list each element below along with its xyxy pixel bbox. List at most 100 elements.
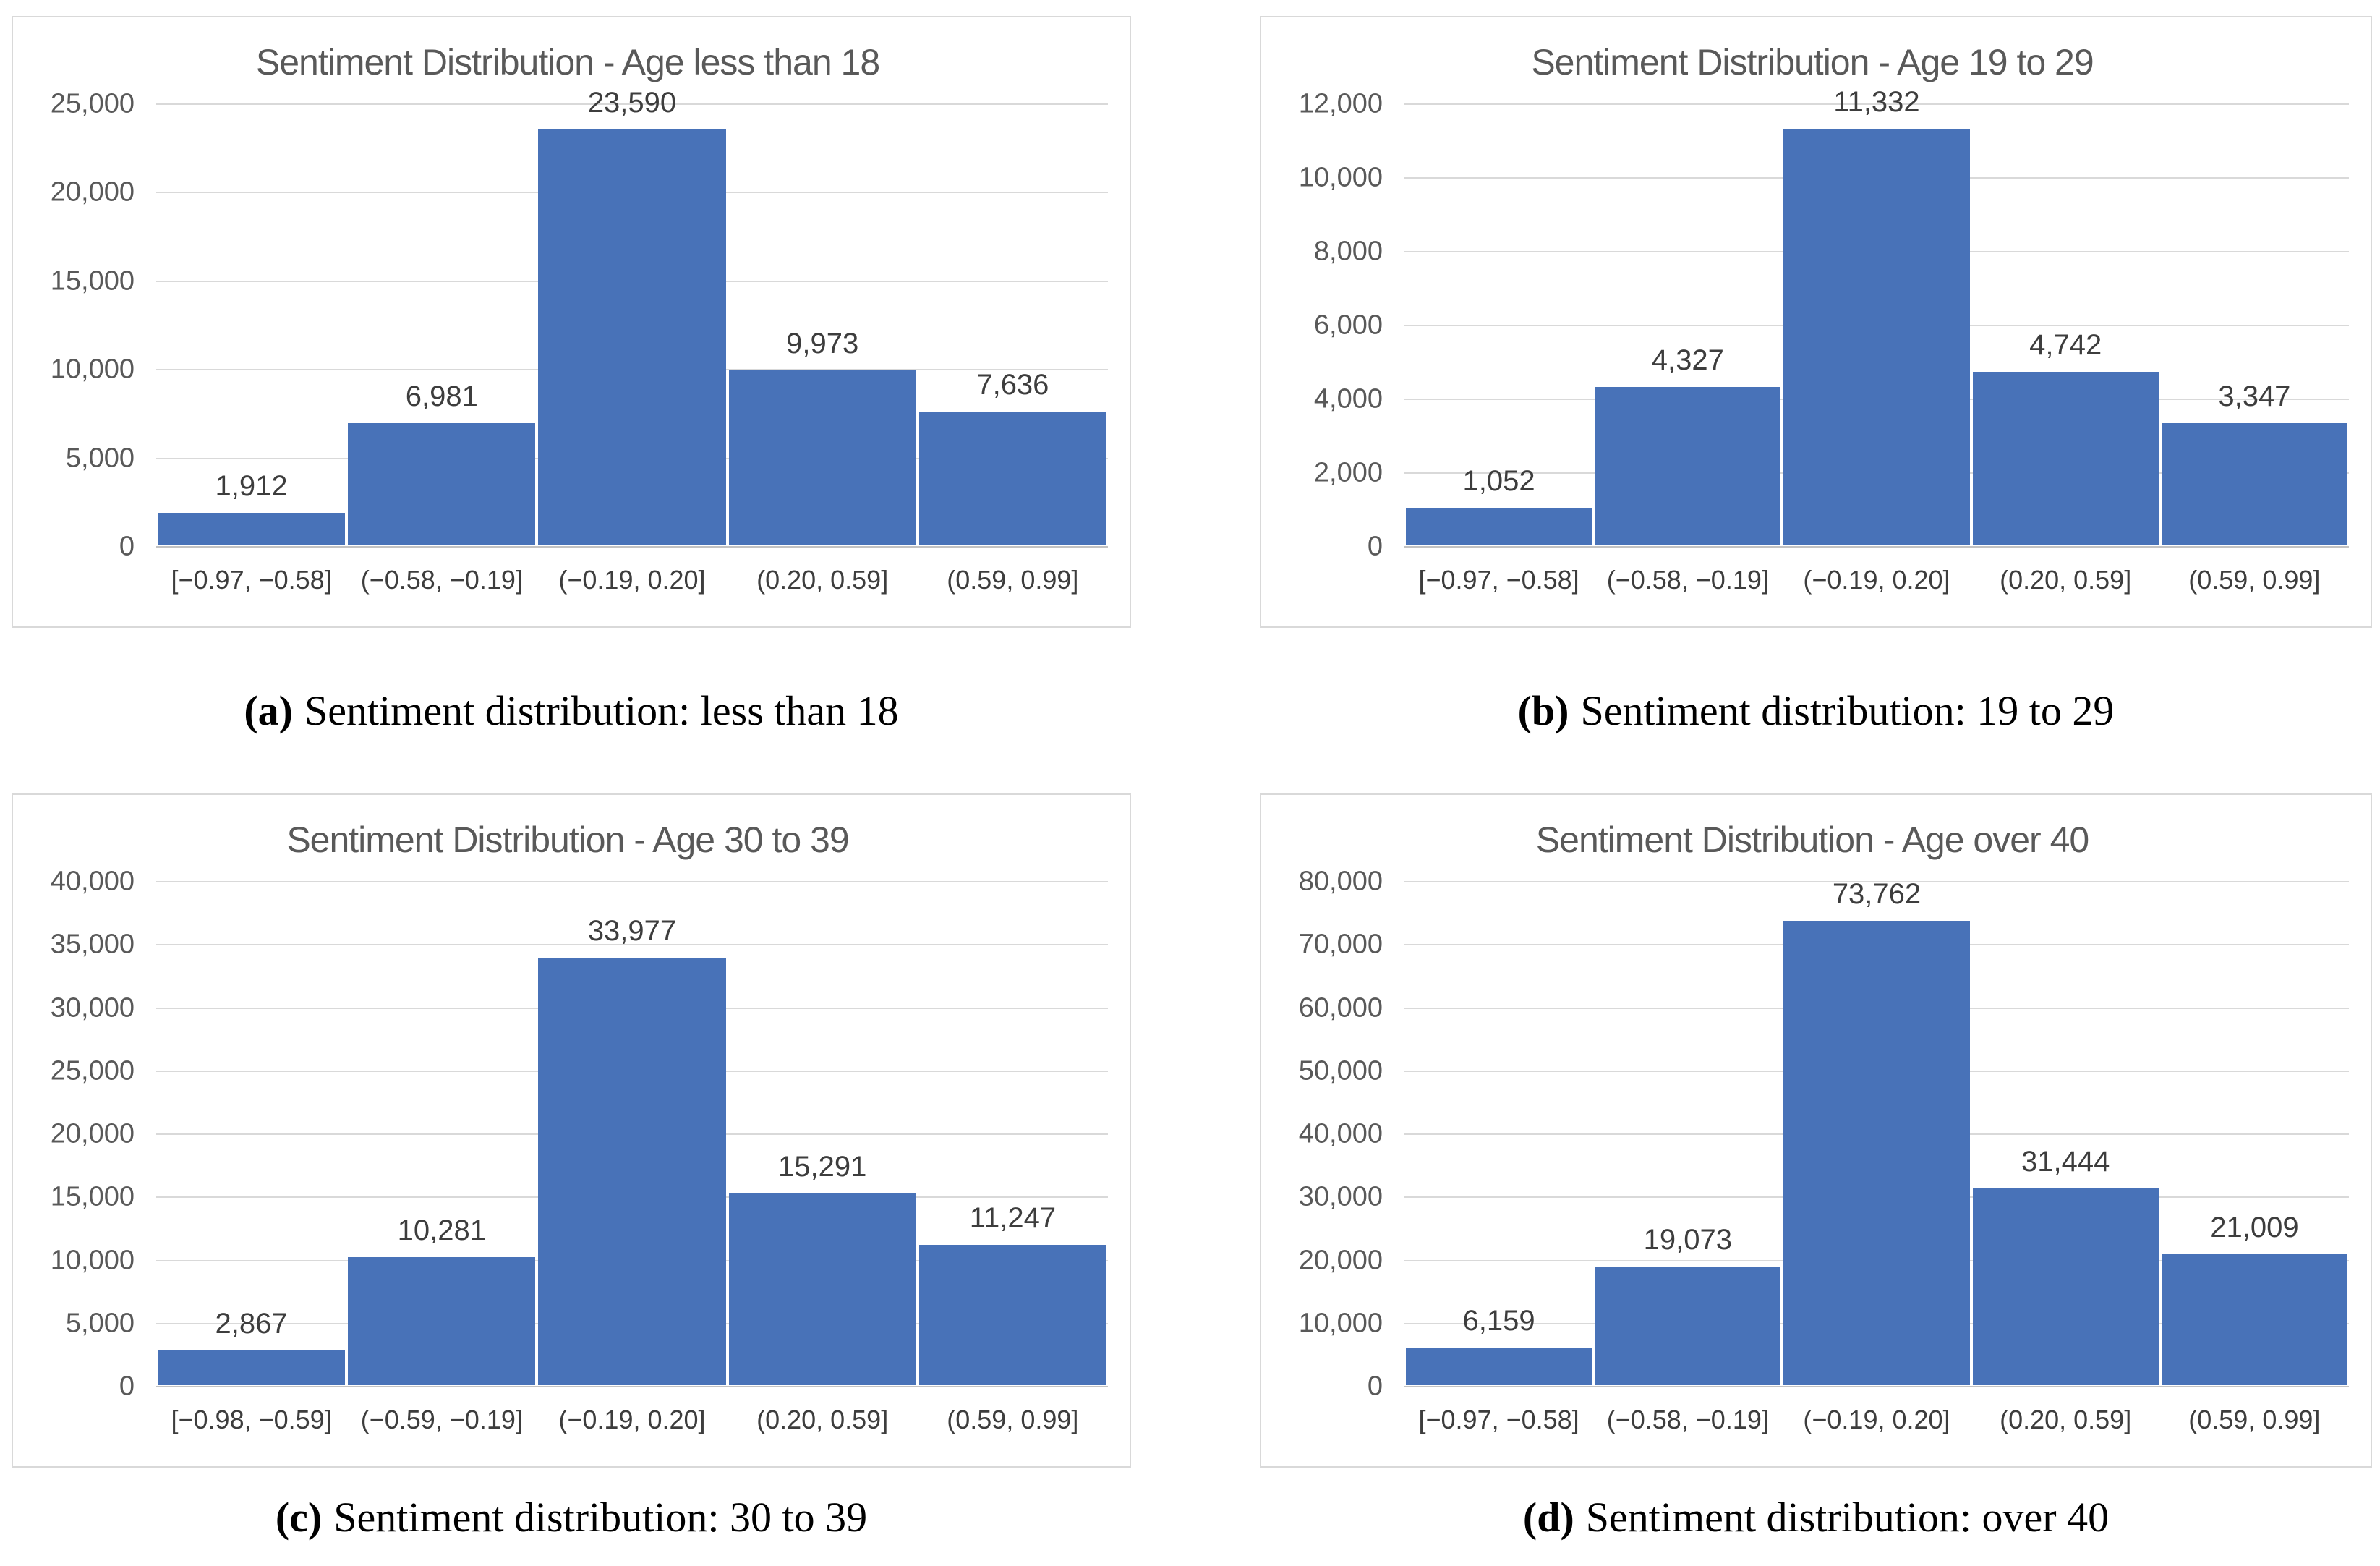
y-tick-label: 0 (119, 1371, 135, 1402)
gridline (156, 881, 1108, 882)
bar-value-label: 1,052 (1462, 465, 1535, 498)
y-tick-label: 80,000 (1298, 866, 1383, 897)
caption-label: (c) (275, 1493, 323, 1541)
x-category-label: (0.20, 0.59] (2000, 565, 2132, 595)
y-tick-label: 20,000 (1298, 1245, 1383, 1275)
chart-title: Sentiment Distribution - Age over 40 (1535, 820, 2089, 860)
chart-title: Sentiment Distribution - Age 30 to 39 (286, 820, 849, 860)
bar-c-2 (348, 1256, 536, 1385)
x-category-label: (0.59, 0.99] (947, 1405, 1079, 1434)
y-tick-label: 25,000 (50, 88, 135, 119)
chart-panel-a: Sentiment Distribution - Age less than 1… (12, 16, 1131, 628)
plot-region: 0 2,000 4,000 6,000 8,000 10,000 12,000 1,052 4,… (1299, 86, 2349, 562)
bar-d-3 (1783, 921, 1970, 1385)
bar-d-1 (1406, 1348, 1592, 1385)
y-tick-label: 5,000 (65, 443, 135, 474)
bar-value-label: 33,977 (587, 915, 677, 948)
gridline (156, 944, 1108, 946)
y-tick-label: 0 (119, 531, 135, 562)
figure-caption-d: (d) Sentiment distribution: over 40 (1260, 1468, 2372, 1566)
y-tick-label: 10,000 (50, 1245, 135, 1275)
chart-panel-d: Sentiment Distribution - Age over 40 0 10,… (1260, 793, 2372, 1468)
y-tick-label: 5,000 (65, 1308, 135, 1339)
y-tick-label: 60,000 (1298, 992, 1383, 1023)
chart-plot-area: 0 5,000 10,000 15,000 20,000 25,000 30,000 35,0… (27, 867, 1108, 1453)
figure-caption-b: (b) Sentiment distribution: 19 to 29 (1260, 628, 2372, 793)
chart-block-c: Sentiment Distribution - Age 30 to 39 0 5,… (12, 793, 1131, 1566)
x-axis-labels: [−0.98, −0.59] (−0.59, −0.19] (−0.19, 0.20… (156, 1387, 1108, 1453)
gridline (156, 103, 1108, 105)
bar-a-1 (158, 513, 346, 545)
y-tick-label: 25,000 (50, 1055, 135, 1086)
bar-b-3 (1783, 129, 1970, 545)
x-category-label: [−0.97, −0.58] (1418, 1405, 1579, 1434)
x-axis-labels: [−0.97, −0.58] (−0.58, −0.19] (−0.19, 0.20… (1404, 547, 2349, 613)
x-category-label: (0.59, 0.99] (2188, 1405, 2321, 1434)
x-category-label: (0.20, 0.59] (2000, 1405, 2132, 1434)
chart-block-b: Sentiment Distribution - Age 19 to 29 0 2,… (1260, 16, 2372, 793)
bar-b-4 (1972, 372, 2159, 545)
bar-b-2 (1595, 387, 1781, 545)
x-axis-labels: [−0.97, −0.58] (−0.58, −0.19] (−0.19, 0.20… (156, 547, 1108, 613)
x-category-label: (−0.19, 0.20] (558, 565, 706, 595)
y-tick-label: 2,000 (1313, 457, 1383, 488)
y-tick-label: 35,000 (50, 929, 135, 960)
caption-text: Sentiment distribution: 19 to 29 (1580, 687, 2115, 734)
x-category-label: [−0.97, −0.58] (1418, 565, 1579, 595)
bar-value-label: 6,159 (1462, 1305, 1535, 1337)
chart-plot-area: 0 5,000 10,000 15,000 20,000 25,000 1,912 6,981… (27, 87, 1108, 613)
chart-block-d: Sentiment Distribution - Age over 40 0 10,… (1260, 793, 2372, 1566)
bar-d-2 (1595, 1266, 1781, 1385)
bar-a-2 (348, 423, 536, 545)
x-category-label: (−0.58, −0.19] (1606, 1405, 1769, 1434)
x-axis-line (1404, 546, 2349, 548)
x-category-label: (−0.58, −0.19] (1606, 565, 1769, 595)
bar-a-4 (728, 370, 916, 545)
y-tick-label: 30,000 (50, 992, 135, 1023)
y-tick-label: 10,000 (1298, 162, 1383, 193)
bar-b-1 (1406, 508, 1592, 545)
bar-value-label: 11,332 (1833, 86, 1920, 119)
bar-value-label: 1,912 (215, 470, 288, 503)
y-tick-label: 0 (1367, 1371, 1383, 1402)
y-tick-label: 20,000 (50, 176, 135, 208)
caption-label: (b) (1517, 687, 1569, 734)
chart-panel-c: Sentiment Distribution - Age 30 to 39 0 5,… (12, 793, 1131, 1468)
bar-value-label: 2,867 (215, 1307, 288, 1340)
bar-a-5 (918, 412, 1106, 545)
caption-text: Sentiment distribution: over 40 (1585, 1493, 2110, 1541)
x-category-label: (0.20, 0.59] (756, 1405, 889, 1434)
bar-b-5 (2161, 423, 2347, 545)
bar-a-3 (538, 129, 726, 545)
x-category-label: (−0.59, −0.19] (360, 1405, 523, 1434)
plot-region: 0 5,000 10,000 15,000 20,000 25,000 30,000 35,0… (51, 867, 1108, 1402)
y-tick-label: 40,000 (50, 866, 135, 897)
y-tick-label: 40,000 (1298, 1118, 1383, 1149)
bar-value-label: 19,073 (1643, 1223, 1732, 1256)
y-tick-label: 0 (1367, 531, 1383, 562)
chart-plot-area: 0 10,000 20,000 30,000 40,000 50,000 60,000 70,… (1276, 867, 2349, 1453)
bar-value-label: 15,291 (778, 1151, 867, 1183)
x-category-label: [−0.98, −0.59] (171, 1405, 332, 1434)
chart-panel-b: Sentiment Distribution - Age 19 to 29 0 2,… (1260, 16, 2372, 628)
bar-d-4 (1972, 1188, 2159, 1385)
bar-value-label: 4,742 (2029, 329, 2102, 362)
chart-plot-area: 0 2,000 4,000 6,000 8,000 10,000 12,000 1,052 4,… (1276, 86, 2349, 613)
x-category-label: (0.20, 0.59] (756, 565, 889, 595)
plot-column: 0 5,000 10,000 15,000 20,000 25,000 1,912 6,981… (51, 87, 1108, 613)
bar-value-label: 11,247 (969, 1201, 1057, 1234)
y-tick-label: 12,000 (1298, 88, 1383, 119)
bar-c-1 (158, 1350, 346, 1385)
chart-block-a: Sentiment Distribution - Age less than 1… (12, 16, 1131, 793)
chart-title: Sentiment Distribution - Age 19 to 29 (1531, 42, 2094, 82)
x-axis-labels: [−0.97, −0.58] (−0.58, −0.19] (−0.19, 0.20… (1404, 1387, 2349, 1453)
x-category-label: (−0.19, 0.20] (558, 1405, 706, 1434)
bar-value-label: 7,636 (976, 369, 1049, 401)
bar-value-label: 73,762 (1832, 878, 1922, 911)
y-tick-label: 50,000 (1298, 1055, 1383, 1086)
y-tick-label: 20,000 (50, 1118, 135, 1149)
figure-caption-c: (c) Sentiment distribution: 30 to 39 (12, 1468, 1131, 1566)
x-category-label: (−0.58, −0.19] (360, 565, 523, 595)
bar-value-label: 10,281 (397, 1214, 486, 1246)
